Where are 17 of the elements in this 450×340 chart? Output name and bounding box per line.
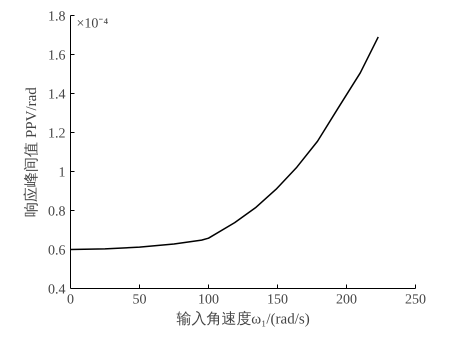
x-tick-label: 100 [198, 292, 219, 308]
y-tick-label: 0.4 [48, 282, 66, 298]
y-tick-label: 1 [58, 166, 66, 180]
x-tick-label: 0 [67, 292, 74, 308]
x-tick-label: 50 [132, 292, 146, 308]
y-tick-label: 0.8 [48, 204, 66, 220]
y-tick-label: 1.2 [48, 126, 66, 142]
x-tick-label: 250 [405, 292, 426, 308]
y-axis-title: 响应峰间值 PPV/rad [23, 86, 40, 217]
x-axis-title: 输入角速度ω₁/(rad/s) [176, 310, 310, 328]
y-tick-label: 1.4 [48, 88, 66, 102]
x-tick-label: 150 [267, 292, 288, 308]
y-tick-label: 1.6 [48, 48, 66, 64]
y-tick-label: 0.6 [48, 244, 66, 258]
y-tick-label: 1.8 [48, 10, 66, 24]
x-tick-label: 200 [336, 292, 357, 308]
annotation: ×10⁻⁴ [76, 16, 108, 32]
